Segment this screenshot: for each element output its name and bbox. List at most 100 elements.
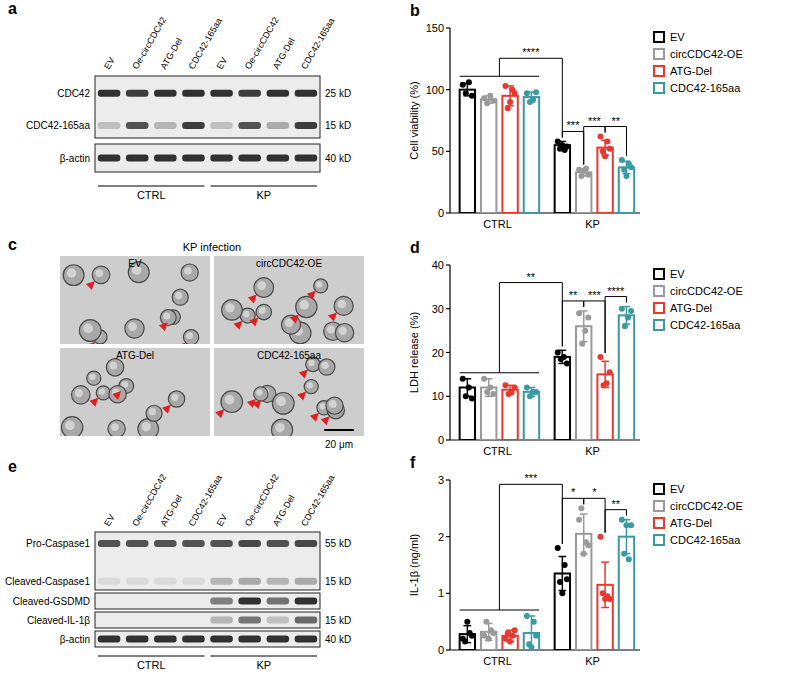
significance-label: **** [607, 285, 625, 297]
data-point [507, 639, 513, 645]
cell-nucleus [276, 396, 286, 406]
band [210, 90, 233, 97]
legend-label: circCDC42-OE [670, 500, 743, 512]
cell [87, 371, 101, 385]
bracket-line [583, 498, 584, 504]
bracket-line [562, 283, 563, 347]
cell-nucleus [75, 389, 83, 397]
x-tick-label: CTRL [483, 655, 512, 667]
significance-label: *** [567, 119, 581, 131]
significance-label: * [571, 486, 576, 498]
image-label: EV [128, 258, 142, 269]
y-tick [446, 593, 450, 594]
significance-label: **** [522, 46, 540, 58]
band [182, 540, 205, 547]
data-point [524, 385, 530, 391]
data-point [555, 545, 561, 551]
data-point [533, 633, 539, 639]
legend-label: circCDC42-OE [670, 285, 743, 297]
data-point [555, 350, 561, 356]
arrow [321, 416, 330, 425]
bracket-line [583, 301, 584, 307]
legend-label: circCDC42-OE [670, 48, 743, 60]
cell [254, 278, 274, 298]
band [295, 155, 318, 162]
band [154, 578, 177, 585]
error-cap [580, 513, 588, 515]
arrow [112, 391, 121, 400]
membrane [95, 532, 320, 590]
arrow [177, 343, 186, 344]
y-tick [446, 649, 450, 650]
data-point [466, 385, 472, 391]
bar [502, 390, 517, 440]
membrane [95, 631, 320, 647]
legend-label: ATG-Del [670, 302, 712, 314]
y-axis [449, 480, 450, 650]
cell-nucleus [109, 362, 117, 370]
data-point [512, 90, 518, 96]
significance-bracket [584, 127, 605, 165]
data-point [531, 619, 537, 625]
band [126, 155, 149, 162]
band [126, 578, 149, 585]
cell [314, 279, 328, 293]
significance-bracket [460, 283, 563, 373]
band [238, 540, 261, 547]
band [238, 598, 261, 605]
arrow [307, 291, 316, 300]
band [154, 155, 177, 162]
band [267, 636, 290, 643]
y-axis-label: Cell viability (%) [408, 81, 420, 159]
data-point [487, 385, 493, 391]
band-label: CDC42 [57, 88, 90, 99]
lane-label: CDC42-165aa [299, 16, 336, 71]
significance-bracket [562, 131, 583, 164]
arrow [310, 413, 319, 422]
panel-c: cKP infectionEVcircCDC42-OEATG-DelCDC42-… [8, 236, 364, 450]
plot-data [460, 79, 635, 213]
significance-bracket [584, 301, 605, 353]
band-label: Cleaved-GSDMD [13, 596, 90, 607]
data-point [579, 341, 585, 347]
legend-swatch [654, 286, 664, 296]
cell-nucleus [149, 408, 156, 415]
cell-nucleus [99, 388, 105, 394]
band-label: β-actin [60, 634, 90, 645]
data-point [533, 89, 539, 95]
significance-label: ** [569, 289, 578, 301]
band [98, 155, 121, 162]
band [238, 155, 261, 162]
image-background [60, 256, 210, 344]
band [210, 636, 233, 643]
cell [281, 315, 300, 334]
arrow [248, 294, 257, 303]
error-line [562, 557, 564, 591]
plot-data [460, 505, 635, 650]
bar [502, 96, 517, 213]
band [154, 122, 177, 129]
significance-label: *** [588, 115, 602, 127]
cell [108, 420, 125, 436]
data-point [533, 389, 539, 395]
x-tick-label: KP [585, 655, 600, 667]
legend-label: CDC42-165aa [670, 534, 741, 546]
cell-nucleus [243, 311, 250, 318]
data-point [466, 79, 472, 85]
bracket-line [605, 127, 606, 133]
band [126, 540, 149, 547]
micrograph [60, 348, 210, 436]
arrow [328, 313, 337, 322]
data-point [460, 376, 466, 382]
legend-label: EV [670, 268, 685, 280]
data-point [502, 83, 508, 89]
bracket-line [562, 498, 563, 544]
panel-letter: a [8, 0, 17, 17]
y-tick [446, 27, 450, 28]
membrane [95, 612, 320, 628]
data-point [585, 542, 591, 548]
y-tick [446, 89, 450, 90]
data-point [564, 143, 570, 149]
data-point [597, 134, 603, 140]
data-point [564, 360, 570, 366]
